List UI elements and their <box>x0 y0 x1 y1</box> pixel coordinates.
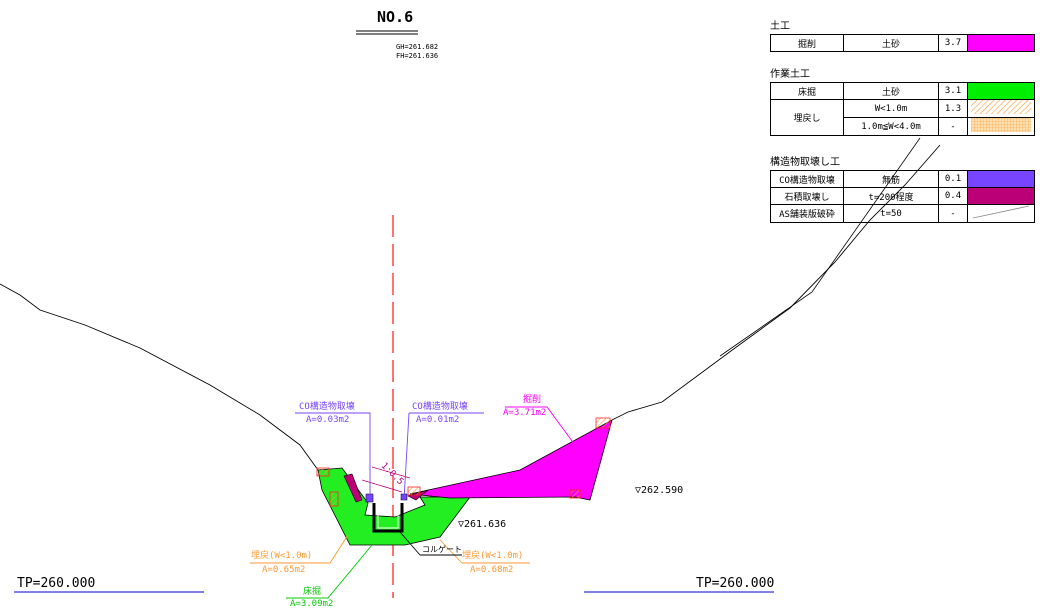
cell-value: 3.1 <box>938 82 968 100</box>
co-left-area: A=0.03m2 <box>306 415 350 425</box>
swatch-co-demolish <box>967 170 1035 188</box>
cell-work: 石積取壊し <box>770 187 844 205</box>
elevation-261-label: ▽261.636 <box>458 519 507 530</box>
legend-earthwork-table: 掘削 土砂 3.7 <box>770 34 1035 52</box>
cell-value: 0.4 <box>938 187 968 205</box>
cell-value: 3.7 <box>938 34 968 52</box>
cell-value: - <box>938 204 968 223</box>
legend-earthwork-title: 土工 <box>770 21 790 32</box>
cell-material: 土砂 <box>843 82 939 100</box>
co-demolish-left <box>365 493 374 503</box>
swatch-excavation <box>967 34 1035 52</box>
cell-material: 土砂 <box>843 34 939 52</box>
swatch-as-pavement <box>967 204 1035 223</box>
swatch-stone-demolish <box>967 187 1035 205</box>
backfill-left-area: A=0.65m2 <box>262 565 306 575</box>
co-right-label: CO構造物取壊 <box>412 402 468 412</box>
tp-right-label: TP=260.000 <box>696 576 775 591</box>
cell-material: t=200程度 <box>843 187 939 205</box>
backfill-left-label: 埋戻(W<1.0m) <box>251 551 313 561</box>
legend-work-earthwork-title: 作業土工 <box>770 69 810 80</box>
legend-demolition-title: 構造物取壊し工 <box>770 157 840 168</box>
finish-height: FH=261.636 <box>396 52 439 60</box>
excavation-area: A=3.71m2 <box>503 408 547 418</box>
cell-value: - <box>938 117 968 136</box>
section-number: NO.6 <box>377 8 414 26</box>
corrugate-label: コルゲート <box>422 545 462 554</box>
cell-material: W<1.0m <box>843 99 939 118</box>
stone-demolish-left <box>343 473 363 503</box>
cell-work: 埋戻し <box>770 99 844 136</box>
ground-height: GH=261.682 <box>396 43 439 51</box>
co-left-label: CO構造物取壊 <box>299 402 355 412</box>
swatch-trench <box>967 82 1035 100</box>
cell-work: AS舗装版破砕 <box>770 204 844 223</box>
elevation-262-label: ▽262.590 <box>635 485 684 496</box>
trench-label: 床掘 <box>303 587 322 597</box>
cell-work: 床掘 <box>770 82 844 100</box>
cell-value: 1.3 <box>938 99 968 118</box>
backfill-right-area: A=0.68m2 <box>470 565 514 575</box>
swatch-backfill-hatch <box>967 99 1035 118</box>
corrugated-pipe <box>372 503 404 533</box>
trench-area-label: A=3.09m2 <box>290 599 334 609</box>
tp-left-label: TP=260.000 <box>17 576 96 591</box>
cell-value: 0.1 <box>938 170 968 188</box>
ground-line <box>0 283 319 471</box>
legend-work-earthwork-table: 床掘 土砂 3.1 埋戻し W<1.0m 1.3 1.0m≦W<4.0m - <box>770 82 1035 136</box>
cell-material: 1.0m≦W<4.0m <box>843 117 939 136</box>
legend-demolition-table: CO構造物取壊 無筋 0.1 石積取壊し t=200程度 0.4 AS舗装版破砕… <box>770 170 1035 223</box>
excavation-area <box>409 419 613 501</box>
co-right-area: A=0.01m2 <box>416 415 460 425</box>
cell-material: 無筋 <box>843 170 939 188</box>
cell-work: 掘削 <box>770 34 844 52</box>
excavation-label: 掘削 <box>523 395 542 405</box>
backfill-right-label: 埋戻(W<1.0m) <box>462 551 524 561</box>
swatch-backfill-grid <box>967 117 1035 136</box>
cell-work: CO構造物取壊 <box>770 170 844 188</box>
cell-material: t=50 <box>843 204 939 223</box>
